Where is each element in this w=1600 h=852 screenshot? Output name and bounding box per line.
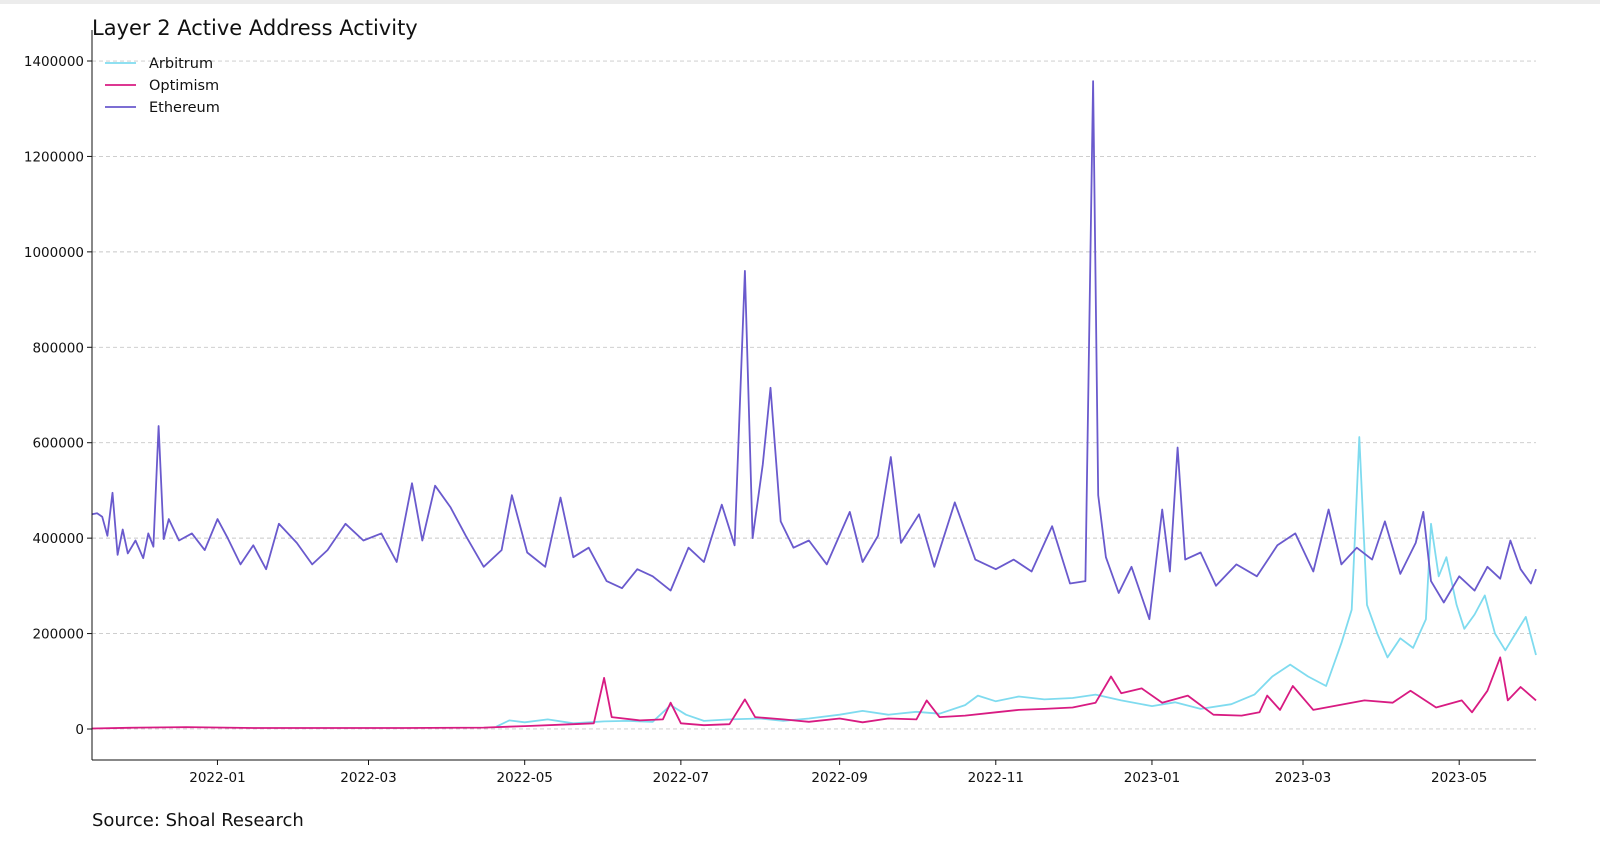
y-tick-label: 1000000: [24, 245, 84, 261]
y-tick-label: 400000: [32, 531, 84, 547]
y-tick-label: 1200000: [24, 149, 84, 165]
x-tick-label: 2022-11: [968, 770, 1024, 786]
legend-label-ethereum: Ethereum: [149, 100, 220, 116]
x-tick-label: 2023-03: [1275, 770, 1331, 786]
series-line-arbitrum: [496, 436, 1537, 728]
series-line-optimism: [91, 656, 1537, 730]
x-tick-label: 2023-05: [1431, 770, 1487, 786]
legend-label-arbitrum: Arbitrum: [149, 56, 213, 72]
x-axis-ticks: 2022-01 2022-03 2022-05 2022-07 2022-09 2022-…: [189, 760, 1487, 786]
x-tick-label: 2022-05: [496, 770, 552, 786]
source-note: Source: Shoal Research: [92, 810, 304, 831]
y-tick-label: 0: [75, 722, 84, 738]
axes: [91, 30, 1536, 761]
x-tick-label: 2022-07: [653, 770, 709, 786]
x-tick-label: 2022-09: [811, 770, 867, 786]
chart-title: Layer 2 Active Address Activity: [92, 16, 418, 40]
x-tick-label: 2022-03: [340, 770, 396, 786]
y-tick-label: 200000: [32, 627, 84, 643]
y-axis-ticks: 0 200000 400000 600000 800000 1000000 1200000 1…: [24, 54, 92, 738]
grid-lines: [92, 60, 1536, 730]
y-tick-label: 800000: [32, 340, 84, 356]
y-tick-label: 1400000: [24, 54, 84, 70]
legend-label-optimism: Optimism: [149, 78, 219, 94]
series-lines: [91, 80, 1537, 730]
top-border: [0, 0, 1600, 4]
x-tick-label: 2023-01: [1124, 770, 1180, 786]
legend: Arbitrum Optimism Ethereum: [105, 56, 220, 116]
x-tick-label: 2022-01: [189, 770, 245, 786]
series-line-ethereum: [91, 80, 1537, 621]
y-tick-label: 600000: [32, 436, 84, 452]
